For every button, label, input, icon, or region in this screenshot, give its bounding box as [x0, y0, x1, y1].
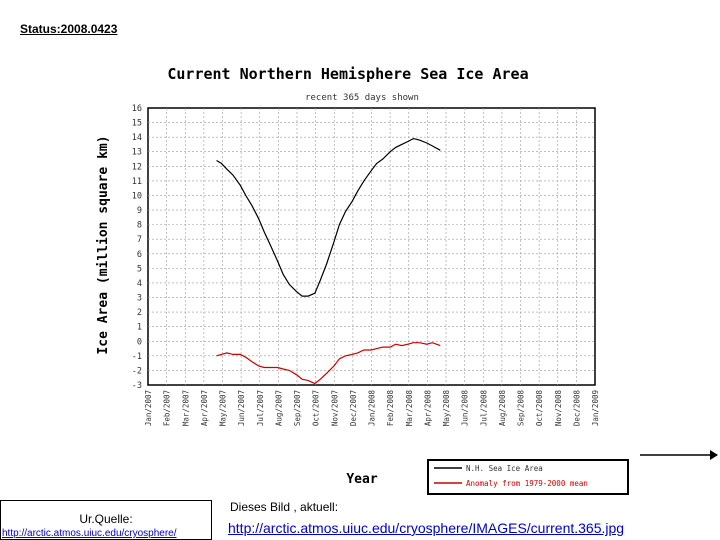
x-tick-label: Jan/2008	[368, 390, 377, 427]
y-tick-label: 10	[132, 191, 142, 201]
x-tick-label: Sep/2008	[517, 390, 526, 427]
x-tick-label: Aug/2008	[498, 390, 507, 427]
x-tick-label: Jul/2007	[256, 390, 265, 426]
y-tick-label: 15	[132, 119, 142, 129]
status-label: Status:2008.0423	[20, 22, 118, 36]
chart-title: Current Northern Hemisphere Sea Ice Area	[167, 65, 528, 83]
chart-subtitle: recent 365 days shown	[305, 93, 419, 103]
x-axis-label: Year	[346, 472, 377, 487]
x-tick-label: Dec/2008	[572, 390, 581, 427]
x-tick-label: Nov/2008	[554, 390, 563, 427]
y-tick-label: -3	[132, 381, 142, 391]
source-link[interactable]: http://arctic.atmos.uiuc.edu/cryosphere/	[2, 528, 177, 539]
x-tick-label: Feb/2008	[386, 390, 395, 427]
series-line-ice-area	[216, 137, 441, 297]
y-tick-label: 4	[137, 279, 142, 289]
x-tick-label: Jan/2009	[591, 390, 600, 426]
x-tick-label: Jul/2008	[479, 390, 488, 427]
source-label: Ur.Quelle:	[79, 512, 133, 526]
series-line-anomaly	[216, 342, 441, 385]
x-tick-label: May/2008	[442, 390, 451, 427]
legend: N.H. Sea Ice Area Anomaly from 1979-2000…	[427, 459, 629, 495]
x-tick-label: Jun/2008	[461, 390, 470, 427]
x-tick-label: Dec/2007	[349, 390, 358, 426]
y-tick-label: 1	[137, 323, 142, 333]
y-tick-label: 13	[132, 148, 142, 158]
x-tick-label: May/2007	[219, 390, 228, 426]
y-tick-label: 11	[132, 177, 142, 187]
y-tick-label: 16	[132, 104, 142, 114]
y-tick-label: 6	[137, 250, 142, 260]
arrow-icon	[640, 450, 718, 460]
y-tick-label: 3	[137, 294, 142, 304]
x-tick-label: Sep/2007	[293, 390, 302, 426]
y-tick-label: -1	[132, 352, 142, 362]
current-image-link[interactable]: http://arctic.atmos.uiuc.edu/cryosphere/…	[228, 520, 625, 536]
sea-ice-chart: Current Northern Hemisphere Sea Ice Area…	[90, 55, 630, 500]
y-tick-label: -2	[132, 366, 142, 376]
y-tick-label: 7	[137, 235, 142, 245]
legend-label-ice-area: N.H. Sea Ice Area	[466, 464, 543, 473]
x-tick-label: Nov/2007	[330, 390, 339, 426]
legend-label-anomaly: Anomaly from 1979-2000 mean	[466, 479, 588, 488]
y-axis-label: Ice Area (million square km)	[96, 135, 111, 354]
y-tick-label: 9	[137, 206, 142, 216]
source-box	[0, 500, 212, 540]
legend-box	[427, 459, 629, 495]
plot-frame	[147, 107, 596, 386]
x-tick-label: Oct/2007	[312, 390, 321, 426]
y-tick-label: 0	[137, 337, 142, 347]
y-tick-label: 12	[132, 162, 142, 172]
current-image-label: Dieses Bild , aktuell:	[230, 500, 339, 514]
x-tick-label: Jun/2007	[237, 390, 246, 426]
x-tick-label: Apr/2007	[200, 390, 209, 426]
x-tick-label: Oct/2008	[535, 390, 544, 427]
y-tick-label: 2	[137, 308, 142, 318]
y-tick-label: 5	[137, 264, 142, 274]
x-tick-label: Apr/2008	[423, 390, 432, 427]
x-tick-label: Jan/2007	[144, 390, 153, 426]
x-tick-label: Feb/2007	[163, 390, 172, 426]
chart-svg: Current Northern Hemisphere Sea Ice Area…	[96, 65, 629, 495]
x-tick-label: Mar/2007	[181, 390, 190, 426]
y-tick-label: 14	[132, 133, 142, 143]
x-tick-label: Mar/2008	[405, 390, 414, 427]
y-tick-label: 8	[137, 221, 142, 231]
x-tick-label: Aug/2007	[274, 390, 283, 426]
